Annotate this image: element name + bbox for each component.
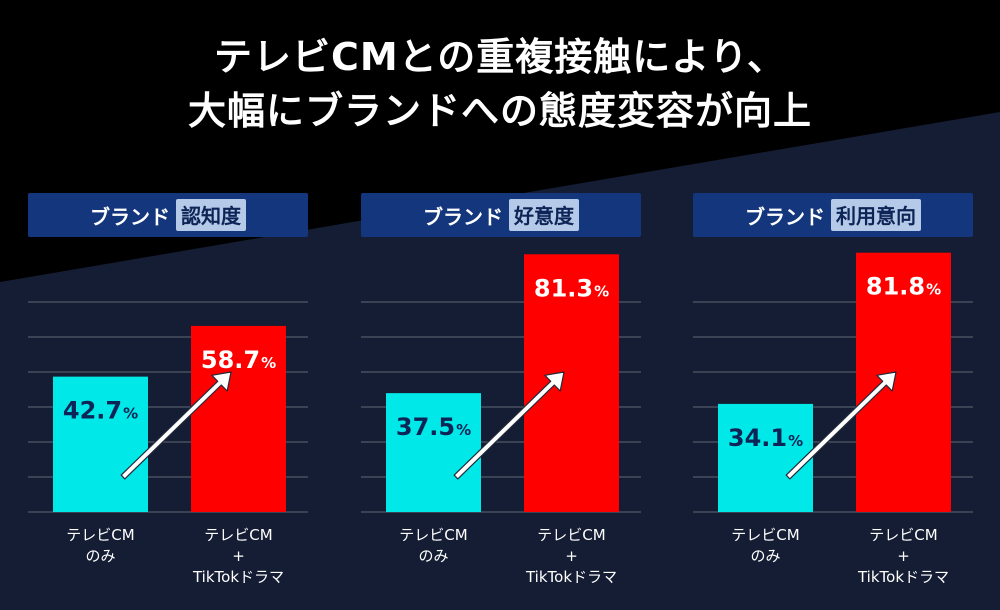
category-label: テレビCM: [537, 526, 605, 544]
value-label: 81.8%: [866, 273, 941, 301]
value-label: 81.3%: [534, 274, 609, 302]
category-label: テレビCM: [399, 526, 467, 544]
increase-arrow: [120, 371, 232, 480]
chart-header: ブランド 利用意向: [693, 193, 973, 237]
bar: [191, 325, 286, 512]
category-label: +: [232, 547, 245, 565]
category-label: のみ: [85, 547, 115, 565]
value-label: 58.7%: [201, 346, 276, 374]
category-label: テレビCM: [869, 526, 937, 544]
bar: [718, 403, 813, 512]
increase-arrow: [453, 371, 565, 480]
chart-plot: 42.7% テレビCM のみ 58.7% テレビCM + TikTokドラマ: [28, 301, 308, 586]
chart-panel-favorability: ブランド 好意度 37.5% テレビCM のみ 81.3% テレビCM + TikTokドラ…: [361, 0, 641, 610]
chart-header: ブランド 好意度: [361, 193, 641, 237]
bar: [386, 393, 481, 512]
category-label: +: [565, 547, 578, 565]
value-label: 37.5%: [396, 413, 471, 441]
title-line-2: 大幅にブランドへの態度変容が向上: [187, 89, 812, 133]
bar: [524, 254, 619, 513]
chart-header-metric: 認知度: [176, 199, 246, 231]
category-label: のみ: [750, 547, 780, 565]
bar: [856, 252, 951, 512]
chart-header-prefix: ブランド: [90, 204, 170, 229]
chart-header: ブランド 認知度: [28, 193, 308, 237]
value-label: 42.7%: [63, 397, 138, 425]
chart-header-metric: 好意度: [509, 199, 579, 231]
chart-plot: 37.5% テレビCM のみ 81.3% テレビCM + TikTokドラマ: [361, 254, 641, 586]
chart-panel-purchase-intent: ブランド 利用意向 34.1% テレビCM のみ 81.8% テレビCM + TikTokド…: [693, 0, 973, 610]
category-label: テレビCM: [66, 526, 134, 544]
bar: [53, 376, 148, 512]
chart-header-prefix: ブランド: [745, 204, 825, 229]
increase-arrow: [785, 371, 897, 480]
chart-plot: 34.1% テレビCM のみ 81.8% テレビCM + TikTokドラマ: [693, 252, 973, 586]
category-label: のみ: [418, 547, 448, 565]
value-label: 34.1%: [728, 424, 803, 452]
category-label: テレビCM: [204, 526, 272, 544]
category-label: テレビCM: [731, 526, 799, 544]
category-label: TikTokドラマ: [525, 568, 617, 586]
chart-header-prefix: ブランド: [423, 204, 503, 229]
chart-header-metric: 利用意向: [831, 199, 921, 231]
category-label: TikTokドラマ: [857, 568, 949, 586]
category-label: +: [897, 547, 910, 565]
chart-panel-awareness: ブランド 認知度 42.7% テレビCM のみ 58.7% テレビCM + TikTokドラ…: [28, 0, 308, 610]
category-label: TikTokドラマ: [192, 568, 284, 586]
title-line-1: テレビCMとの重複接触により、: [213, 35, 787, 79]
